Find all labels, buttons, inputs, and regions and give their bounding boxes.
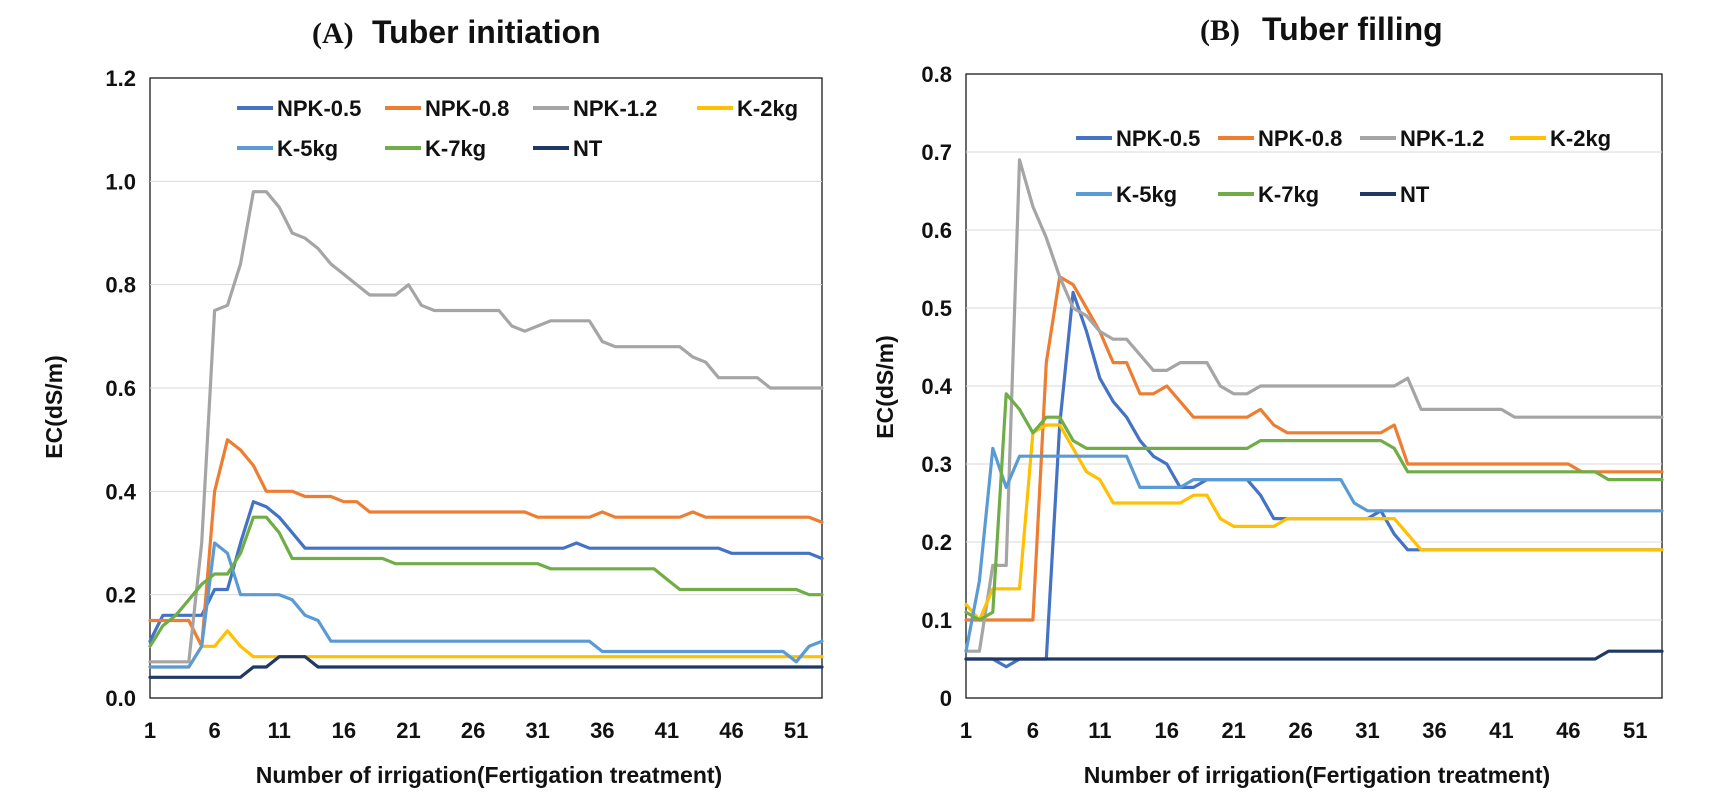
chart-a-xtick-label: 16 — [332, 718, 356, 743]
chart-b-xlabel: Number of irrigation(Fertigation treatme… — [1084, 762, 1550, 788]
chart-b-series-nt — [964, 649, 1664, 661]
chart-a-legend-item: K-5kg — [237, 136, 338, 161]
chart-b-legend-item: K-2kg — [1510, 126, 1611, 151]
chart-b-series-k-7kg — [964, 392, 1664, 622]
chart-b-ytick-label: 0.6 — [921, 218, 952, 243]
chart-a-legend-label: K-7kg — [425, 136, 486, 161]
chart-a-xtick-label: 46 — [719, 718, 743, 743]
chart-a-legend-item: K-7kg — [385, 136, 486, 161]
chart-b-xtick-label: 1 — [960, 718, 972, 743]
chart-a-legend-label: K-5kg — [277, 136, 338, 161]
chart-a-series-k-7kg — [148, 515, 824, 648]
chart-a-legend-item: NPK-0.5 — [237, 96, 361, 121]
chart-b-legend-item: K-5kg — [1076, 182, 1177, 207]
chart-b-legend-label: K-5kg — [1116, 182, 1177, 207]
chart-b-legend-label: NPK-1.2 — [1400, 126, 1484, 151]
chart-b-xtick-label: 16 — [1155, 718, 1179, 743]
chart-a-xlabel: Number of irrigation(Fertigation treatme… — [256, 762, 722, 788]
chart-b-xtick-label: 41 — [1489, 718, 1513, 743]
chart-b-ytick-label: 0.3 — [921, 452, 952, 477]
chart-a-xtick-label: 1 — [144, 718, 156, 743]
chart-a-xtick-label: 11 — [268, 718, 291, 743]
chart-b-ytick-label: 0.4 — [921, 374, 952, 399]
chart-b-legend-item: NPK-0.8 — [1218, 126, 1342, 151]
chart-b-series-npk-1-2 — [964, 158, 1664, 653]
chart-a-xtick-label: 26 — [461, 718, 485, 743]
chart-a-ytick-label: 1.2 — [105, 66, 136, 91]
chart-panel-b: (B) Tuber filling Number of irrigation(F… — [872, 11, 1664, 788]
chart-a-ylabel: EC(dS/m) — [41, 355, 67, 459]
chart-b-series-npk-0-8 — [964, 275, 1664, 622]
chart-a-series-npk-0-8 — [148, 438, 824, 648]
chart-a-ytick-label: 0.0 — [105, 686, 136, 711]
chart-b-legend-label: NPK-0.5 — [1116, 126, 1200, 151]
chart-b-legend-item: K-7kg — [1218, 182, 1319, 207]
chart-b-legend-label: K-7kg — [1258, 182, 1319, 207]
chart-a-legend-item: NPK-1.2 — [533, 96, 657, 121]
chart-a-legend-item: NPK-0.8 — [385, 96, 509, 121]
chart-b-ytick-label: 0.2 — [921, 530, 952, 555]
chart-a-series-k-5kg — [148, 541, 824, 669]
chart-b-xtick-label: 6 — [1027, 718, 1039, 743]
chart-a-legend-item: K-2kg — [697, 96, 798, 121]
chart-a-series-npk-1-2 — [148, 190, 824, 664]
chart-b-xtick-label: 46 — [1556, 718, 1580, 743]
chart-a-legend-item: NT — [533, 136, 603, 161]
chart-a-legend-label: NPK-0.8 — [425, 96, 509, 121]
chart-b-series-k-2kg — [964, 423, 1664, 622]
chart-b-legend-label: NPK-0.8 — [1258, 126, 1342, 151]
chart-b-series-k-5kg — [964, 446, 1664, 653]
chart-b-title: Tuber filling — [1262, 11, 1443, 47]
chart-b-xtick-label: 11 — [1088, 718, 1111, 743]
chart-a-legend-label: NPK-0.5 — [277, 96, 361, 121]
chart-a-ytick-label: 0.8 — [105, 273, 136, 298]
chart-b-legend-label: K-2kg — [1550, 126, 1611, 151]
chart-panel-a: (A) Tuber initiation Number of irrigatio… — [41, 14, 824, 788]
chart-b-ytick-label: 0.7 — [921, 140, 952, 165]
chart-b-ylabel: EC(dS/m) — [872, 335, 898, 439]
chart-a-ytick-label: 1.0 — [105, 169, 136, 194]
chart-a-xtick-label: 51 — [784, 718, 808, 743]
chart-a-xtick-label: 6 — [208, 718, 220, 743]
chart-b-xtick-label: 36 — [1422, 718, 1446, 743]
chart-a-xtick-label: 41 — [655, 718, 679, 743]
chart-a-title-prefix: (A) — [312, 17, 354, 50]
chart-b-xtick-label: 26 — [1288, 718, 1312, 743]
chart-a-series-nt — [148, 655, 824, 679]
chart-b-title-prefix: (B) — [1200, 14, 1240, 47]
chart-b-xtick-label: 31 — [1355, 718, 1379, 743]
chart-b-legend-label: NT — [1400, 182, 1430, 207]
chart-a-legend-label: NT — [573, 136, 603, 161]
chart-b-legend-item: NPK-1.2 — [1360, 126, 1484, 151]
chart-b-ytick-label: 0 — [940, 686, 952, 711]
chart-a-legend-label: NPK-1.2 — [573, 96, 657, 121]
chart-a-ytick-label: 0.4 — [105, 479, 136, 504]
chart-a-xtick-label: 21 — [396, 718, 420, 743]
chart-b-ytick-label: 0.1 — [921, 608, 952, 633]
chart-a-legend-label: K-2kg — [737, 96, 798, 121]
chart-a-ytick-label: 0.2 — [105, 583, 136, 608]
chart-a-xtick-label: 31 — [525, 718, 549, 743]
chart-b-legend-item: NPK-0.5 — [1076, 126, 1200, 151]
chart-a-title: Tuber initiation — [372, 14, 601, 50]
chart-a-ytick-label: 0.6 — [105, 376, 136, 401]
chart-a-xtick-label: 36 — [590, 718, 614, 743]
chart-b-ytick-label: 0.8 — [921, 62, 952, 87]
chart-b-xtick-label: 51 — [1623, 718, 1647, 743]
chart-b-legend-item: NT — [1360, 182, 1430, 207]
chart-b-xtick-label: 21 — [1221, 718, 1245, 743]
chart-b-ytick-label: 0.5 — [921, 296, 952, 321]
